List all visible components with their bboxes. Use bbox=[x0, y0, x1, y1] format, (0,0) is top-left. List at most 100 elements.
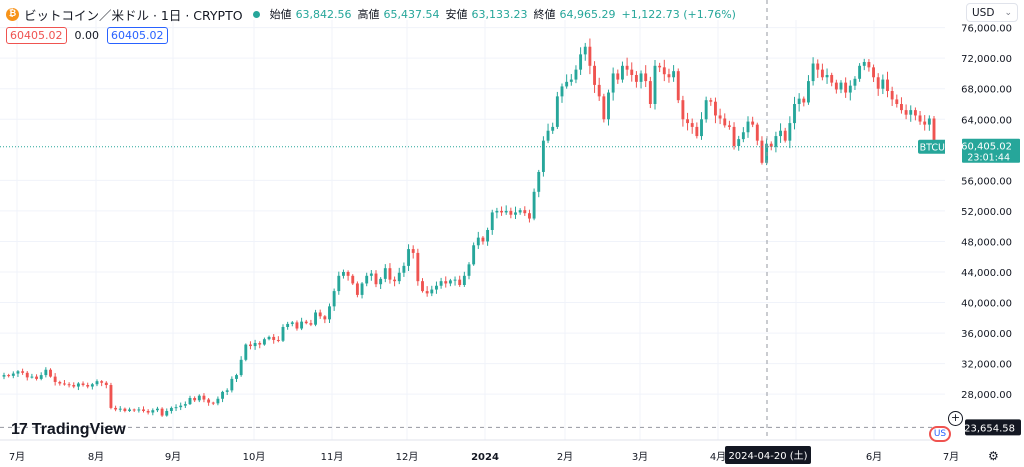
candle-body bbox=[662, 67, 666, 75]
candle-body bbox=[444, 281, 448, 284]
candle-body bbox=[793, 104, 796, 124]
candle-body bbox=[909, 110, 913, 115]
candle-body bbox=[397, 272, 401, 282]
candle-body bbox=[453, 279, 457, 281]
currency-label: USD bbox=[972, 7, 995, 19]
price-tick-label: 36,000.00 bbox=[961, 329, 1012, 340]
currency-selector[interactable]: USD ⌄ bbox=[966, 3, 1018, 22]
price-tick-label: 48,000.00 bbox=[961, 237, 1012, 248]
time-tick-label: 10月 bbox=[243, 451, 266, 463]
candle-body bbox=[328, 306, 331, 320]
countdown-label: 23:01:44 bbox=[967, 153, 1010, 164]
candle-body bbox=[188, 398, 192, 405]
candle-body bbox=[425, 291, 429, 294]
candle-body bbox=[751, 121, 755, 125]
close-value: 64,965.29 bbox=[559, 7, 616, 21]
candle-body bbox=[169, 407, 173, 411]
candle-body bbox=[193, 398, 197, 401]
price-tick-label: 76,000.00 bbox=[961, 24, 1012, 35]
candle-body bbox=[165, 410, 169, 416]
price-axis[interactable]: 76,000.00 72,000.00 68,000.00 64,000.00 56,0… bbox=[945, 0, 1024, 467]
candle-body bbox=[490, 212, 494, 230]
candle-body bbox=[435, 285, 438, 290]
candle-body bbox=[430, 289, 434, 294]
candle-body bbox=[755, 124, 759, 141]
candle-body bbox=[913, 110, 917, 116]
candle-body bbox=[342, 272, 345, 276]
candle-body bbox=[53, 376, 57, 382]
candle-body bbox=[848, 85, 852, 93]
change-value: +1,122.73 (+1.76%) bbox=[621, 7, 736, 21]
time-axis[interactable]: 7月8月9月10月11月12月20242月3月4月5月6月7月2024-04-2… bbox=[0, 439, 959, 464]
candle-body bbox=[593, 65, 596, 85]
candle-body bbox=[244, 344, 248, 360]
candle-body bbox=[634, 74, 638, 82]
candle-body bbox=[128, 409, 131, 411]
candle-body bbox=[332, 291, 336, 307]
crosshair-price-bg bbox=[965, 419, 1021, 436]
candle-body bbox=[504, 210, 508, 213]
candle-body bbox=[704, 100, 708, 120]
candle-body bbox=[723, 118, 727, 126]
last-price-label-bg bbox=[962, 138, 1020, 163]
candle-body bbox=[416, 252, 420, 282]
tradingview-brand[interactable]: 17 TradingView bbox=[11, 421, 126, 439]
time-tick-label: 11月 bbox=[321, 451, 344, 463]
candle-body bbox=[904, 110, 908, 115]
candle-body bbox=[249, 344, 252, 347]
indicator-right-value[interactable]: 60405.02 bbox=[107, 27, 168, 44]
candle-body bbox=[528, 213, 531, 219]
candle-body bbox=[67, 384, 71, 386]
candle-body bbox=[927, 118, 931, 125]
candle-body bbox=[448, 280, 452, 284]
candle-body bbox=[630, 69, 634, 75]
candle-body bbox=[2, 375, 6, 377]
candle-body bbox=[90, 384, 94, 387]
candle-body bbox=[886, 79, 889, 92]
candle-body bbox=[881, 79, 885, 89]
candle-body bbox=[421, 281, 424, 292]
candle-body bbox=[741, 132, 745, 140]
candle-body bbox=[639, 73, 643, 82]
time-tick-label: 6月 bbox=[866, 451, 882, 463]
candle-body bbox=[588, 46, 592, 66]
crosshair-price-label: 23,654.58 bbox=[964, 423, 1015, 434]
indicator-left-value[interactable]: 60405.02 bbox=[6, 27, 67, 44]
candle-body bbox=[100, 381, 104, 383]
candle-body bbox=[439, 281, 443, 286]
candle-body bbox=[216, 398, 220, 404]
candle-body bbox=[402, 265, 406, 273]
candle-body bbox=[876, 77, 880, 89]
candle-body bbox=[495, 210, 499, 213]
candle-body bbox=[207, 399, 211, 403]
candle-body bbox=[783, 130, 787, 141]
add-plus-icon[interactable]: + bbox=[948, 411, 963, 426]
candle-body bbox=[574, 69, 578, 80]
candle-body bbox=[802, 98, 806, 103]
time-tick-label: 9月 bbox=[165, 451, 181, 463]
candle-body bbox=[611, 73, 615, 93]
candle-body bbox=[774, 136, 778, 147]
open-value: 63,842.56 bbox=[295, 7, 352, 21]
candle-body bbox=[523, 210, 527, 214]
price-tick-label: 72,000.00 bbox=[961, 54, 1012, 65]
price-tick-label: 68,000.00 bbox=[961, 85, 1012, 96]
us-flag-icon[interactable]: US bbox=[929, 426, 951, 442]
candle-body bbox=[476, 237, 480, 246]
candle-body bbox=[532, 191, 536, 219]
gear-icon[interactable]: ⚙ bbox=[988, 449, 999, 463]
candle-body bbox=[732, 126, 736, 146]
candle-body bbox=[658, 65, 662, 68]
candle-body bbox=[21, 371, 25, 373]
candle-body bbox=[565, 81, 569, 87]
candle-body bbox=[411, 249, 415, 253]
candle-body bbox=[272, 336, 276, 340]
candle-body bbox=[462, 275, 466, 285]
candle-body bbox=[597, 84, 601, 97]
candle-body bbox=[104, 382, 108, 386]
symbol-title[interactable]: ビットコイン／米ドル · 1日 · CRYPTO bbox=[24, 7, 243, 23]
candle-body bbox=[918, 115, 922, 122]
candle-body bbox=[286, 323, 290, 327]
candle-body bbox=[86, 385, 90, 387]
